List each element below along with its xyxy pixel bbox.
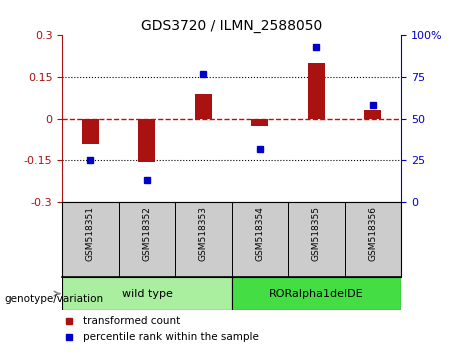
Text: transformed count: transformed count [83,315,180,326]
Bar [138,119,155,162]
Text: wild type: wild type [122,289,172,299]
Text: GSM518355: GSM518355 [312,206,321,261]
Text: GSM518354: GSM518354 [255,206,265,261]
Text: GSM518353: GSM518353 [199,206,208,261]
Bar [82,119,99,144]
Bar [62,277,231,310]
Text: percentile rank within the sample: percentile rank within the sample [83,332,259,342]
Text: RORalpha1delDE: RORalpha1delDE [269,289,364,299]
Text: GSM518351: GSM518351 [86,206,95,261]
Title: GDS3720 / ILMN_2588050: GDS3720 / ILMN_2588050 [141,19,322,33]
Text: GSM518356: GSM518356 [368,206,378,261]
Bar [308,63,325,119]
Text: genotype/variation: genotype/variation [5,294,104,304]
Bar [195,94,212,119]
Bar [251,119,268,126]
Text: GSM518352: GSM518352 [142,206,152,261]
Bar [231,277,401,310]
Bar [364,110,381,119]
